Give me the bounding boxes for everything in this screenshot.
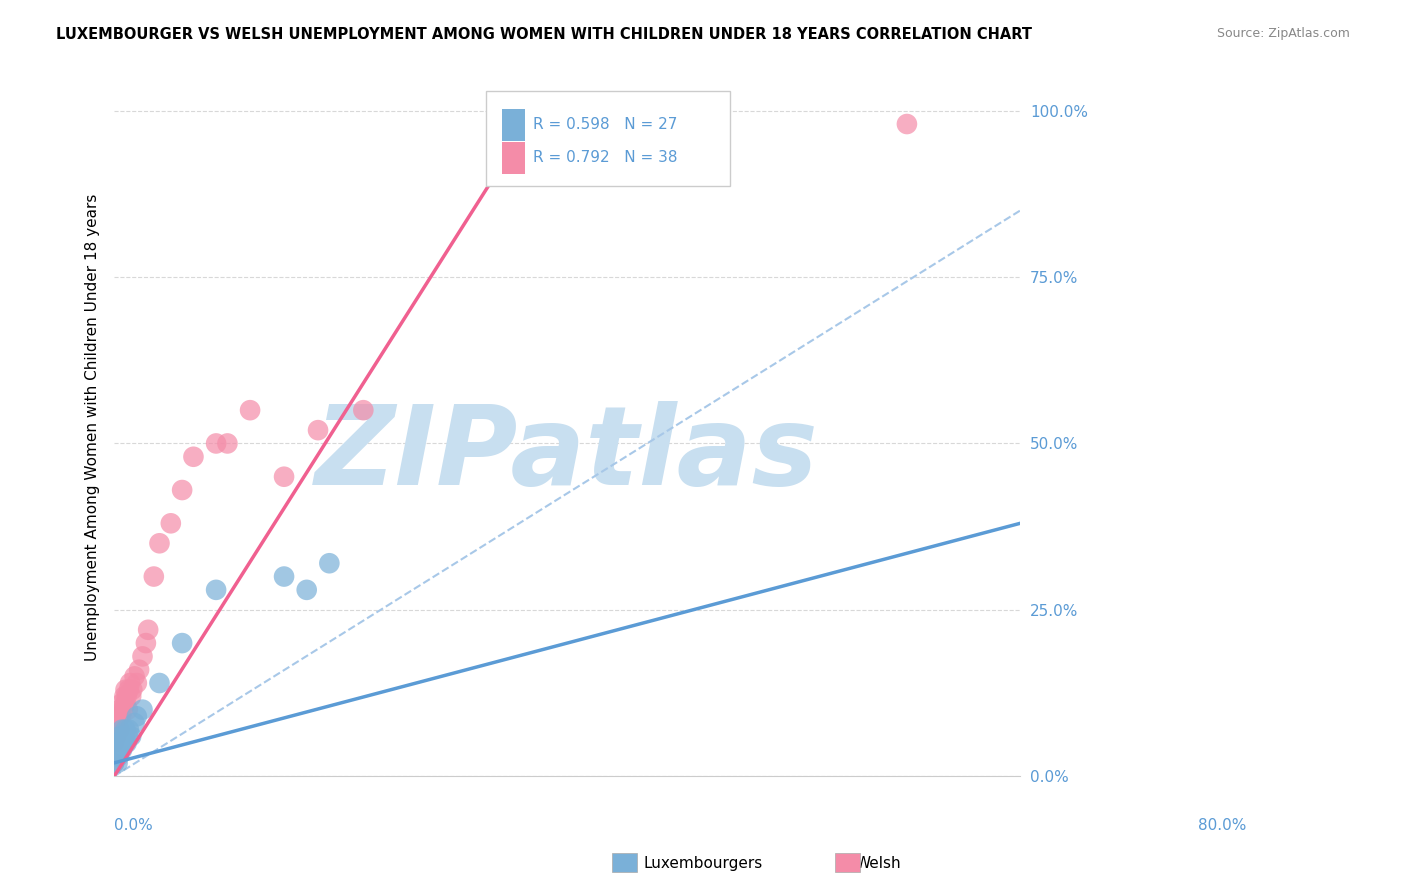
Text: ZIPatlas: ZIPatlas bbox=[315, 401, 820, 508]
Text: Welsh: Welsh bbox=[856, 856, 901, 871]
Point bbox=[117, 703, 139, 717]
Point bbox=[136, 623, 159, 637]
Point bbox=[104, 749, 127, 764]
Point bbox=[112, 736, 135, 750]
Point bbox=[318, 556, 340, 570]
Point bbox=[107, 756, 129, 770]
FancyBboxPatch shape bbox=[502, 142, 524, 174]
Text: Luxembourgers: Luxembourgers bbox=[644, 856, 762, 871]
Point bbox=[111, 742, 134, 756]
Point bbox=[125, 676, 148, 690]
Point bbox=[114, 682, 136, 697]
Point bbox=[121, 682, 143, 697]
FancyBboxPatch shape bbox=[502, 109, 524, 141]
Point bbox=[183, 450, 205, 464]
Point bbox=[142, 569, 165, 583]
Point bbox=[111, 696, 134, 710]
Point bbox=[159, 516, 181, 531]
Text: 0.0%: 0.0% bbox=[114, 818, 153, 833]
Point bbox=[105, 742, 128, 756]
FancyBboxPatch shape bbox=[485, 91, 730, 186]
Point bbox=[115, 690, 138, 704]
Point bbox=[114, 723, 136, 737]
Point bbox=[103, 756, 125, 770]
Point bbox=[148, 676, 170, 690]
Point bbox=[108, 742, 131, 756]
Point bbox=[112, 729, 135, 743]
Point bbox=[128, 663, 150, 677]
Text: LUXEMBOURGER VS WELSH UNEMPLOYMENT AMONG WOMEN WITH CHILDREN UNDER 18 YEARS CORR: LUXEMBOURGER VS WELSH UNEMPLOYMENT AMONG… bbox=[56, 27, 1032, 42]
Text: 80.0%: 80.0% bbox=[1198, 818, 1247, 833]
Text: R = 0.792   N = 38: R = 0.792 N = 38 bbox=[533, 150, 678, 165]
Point bbox=[131, 649, 153, 664]
Point bbox=[114, 696, 136, 710]
Point bbox=[103, 756, 125, 770]
Point bbox=[107, 736, 129, 750]
Point bbox=[120, 729, 142, 743]
Point bbox=[107, 709, 129, 723]
Point bbox=[125, 709, 148, 723]
Y-axis label: Unemployment Among Women with Children Under 18 years: Unemployment Among Women with Children U… bbox=[86, 194, 100, 660]
Point bbox=[104, 723, 127, 737]
Point bbox=[273, 569, 295, 583]
Text: Source: ZipAtlas.com: Source: ZipAtlas.com bbox=[1216, 27, 1350, 40]
Point bbox=[131, 703, 153, 717]
Point bbox=[118, 682, 141, 697]
Point bbox=[118, 723, 141, 737]
Point bbox=[105, 729, 128, 743]
Point bbox=[108, 729, 131, 743]
Point bbox=[205, 582, 228, 597]
Point bbox=[107, 749, 129, 764]
Point bbox=[112, 690, 135, 704]
Point bbox=[124, 715, 146, 730]
Point bbox=[120, 690, 142, 704]
Point bbox=[172, 483, 194, 497]
Point bbox=[307, 423, 329, 437]
Point bbox=[148, 536, 170, 550]
Point bbox=[107, 715, 129, 730]
Point bbox=[205, 436, 228, 450]
Point bbox=[108, 723, 131, 737]
Point bbox=[115, 736, 138, 750]
Point bbox=[172, 636, 194, 650]
Point bbox=[111, 723, 134, 737]
Point bbox=[352, 403, 374, 417]
Point bbox=[108, 703, 131, 717]
Text: R = 0.598   N = 27: R = 0.598 N = 27 bbox=[533, 118, 678, 132]
Point bbox=[112, 703, 135, 717]
Point bbox=[118, 676, 141, 690]
Point bbox=[110, 736, 132, 750]
Point bbox=[110, 709, 132, 723]
Point bbox=[117, 729, 139, 743]
Point bbox=[295, 582, 318, 597]
Point bbox=[896, 117, 918, 131]
Point bbox=[239, 403, 262, 417]
Point bbox=[124, 669, 146, 683]
Point bbox=[135, 636, 157, 650]
Point bbox=[217, 436, 239, 450]
Point bbox=[103, 736, 125, 750]
Point bbox=[273, 469, 295, 483]
